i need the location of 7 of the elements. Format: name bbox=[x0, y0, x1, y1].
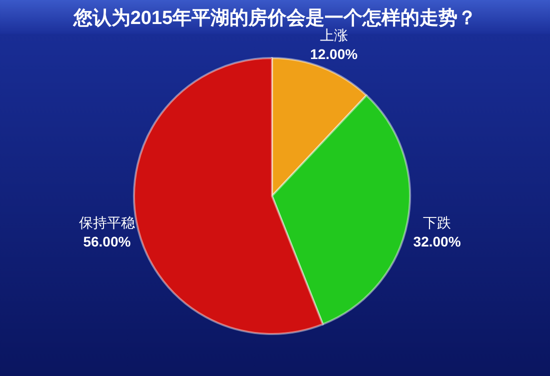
slice-label: 保持平稳 bbox=[78, 214, 135, 230]
chart-title: 您认为2015年平湖的房价会是一个怎样的走势？ bbox=[72, 7, 477, 29]
slice-label: 下跌 bbox=[423, 214, 452, 230]
data-label: 12.00% bbox=[310, 46, 358, 62]
data-label: 56.00% bbox=[83, 233, 132, 250]
slice-label: 上涨 bbox=[320, 26, 348, 43]
data-label: 32.00% bbox=[413, 233, 462, 250]
